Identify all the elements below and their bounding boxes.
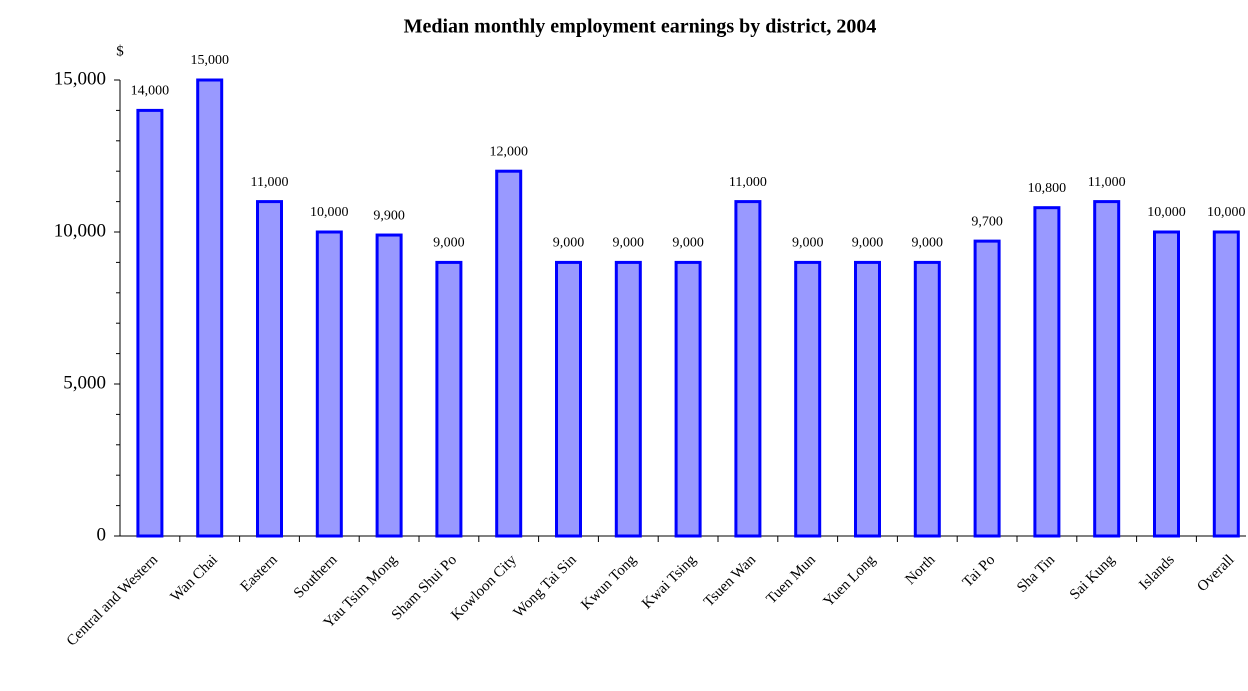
value-label: 9,900 [373, 208, 405, 223]
y-tick-label: 15,000 [54, 68, 106, 89]
value-label: 11,000 [729, 175, 767, 190]
value-label: 9,000 [792, 236, 824, 251]
x-tick-label: Islands [1136, 552, 1177, 593]
value-label: 9,000 [912, 236, 944, 251]
value-label: 9,000 [433, 236, 465, 251]
bar [854, 260, 881, 538]
bar [1153, 230, 1180, 538]
y-tick-label: 5,000 [63, 372, 106, 393]
value-label: 9,000 [613, 236, 645, 251]
value-label: 10,800 [1028, 181, 1067, 196]
bar [435, 260, 463, 538]
y-tick-label: 10,000 [54, 220, 106, 241]
x-tick-label: Overall [1194, 552, 1237, 595]
x-tick-label: Wan Chai [168, 552, 221, 605]
x-tick-label: Tuen Mun [764, 552, 820, 608]
value-label: 9,000 [852, 236, 884, 251]
x-tick-label: Sai Kung [1067, 552, 1118, 603]
bar [973, 239, 1001, 538]
bar [256, 200, 283, 538]
chart-title: Median monthly employment earnings by di… [404, 16, 877, 38]
bar [674, 260, 702, 538]
bar [913, 260, 941, 538]
value-label: 10,000 [1147, 205, 1186, 220]
x-tick-label: Tsuen Wan [701, 552, 759, 610]
bar [375, 233, 403, 538]
x-tick-label: Southern [291, 552, 341, 602]
bar [136, 108, 164, 538]
value-label: 10,000 [1207, 205, 1246, 220]
bar [495, 169, 523, 538]
value-label: 9,000 [672, 236, 704, 251]
bar [794, 260, 822, 538]
value-label: 14,000 [131, 84, 170, 99]
y-unit: $ [116, 43, 124, 59]
bar [1212, 230, 1240, 538]
x-tick-label: Eastern [238, 552, 281, 595]
value-label: 15,000 [190, 53, 229, 68]
bar [1033, 206, 1061, 538]
bar [315, 230, 343, 538]
bar [734, 200, 762, 538]
bar [196, 78, 224, 538]
x-tick-label: Tai Po [960, 552, 999, 591]
value-label: 9,000 [553, 236, 585, 251]
x-tick-label: Kwai Tsing [639, 552, 700, 613]
x-tick-label: Wong Tai Sin [511, 552, 580, 621]
value-label: 9,700 [971, 214, 1003, 229]
bar [1093, 200, 1121, 538]
value-label: 11,000 [251, 175, 289, 190]
x-tick-label: Central and Western [64, 552, 162, 650]
value-label: 12,000 [489, 144, 528, 159]
x-tick-label: North [902, 552, 938, 588]
x-tick-label: Sha Tin [1014, 552, 1058, 596]
bar [555, 260, 582, 538]
y-tick-label: 0 [97, 524, 107, 545]
bar [614, 260, 642, 538]
value-label: 10,000 [310, 205, 349, 220]
value-label: 11,000 [1088, 175, 1126, 190]
x-tick-label: Kwun Tong [578, 552, 640, 614]
x-tick-label: Yuen Long [821, 552, 880, 611]
